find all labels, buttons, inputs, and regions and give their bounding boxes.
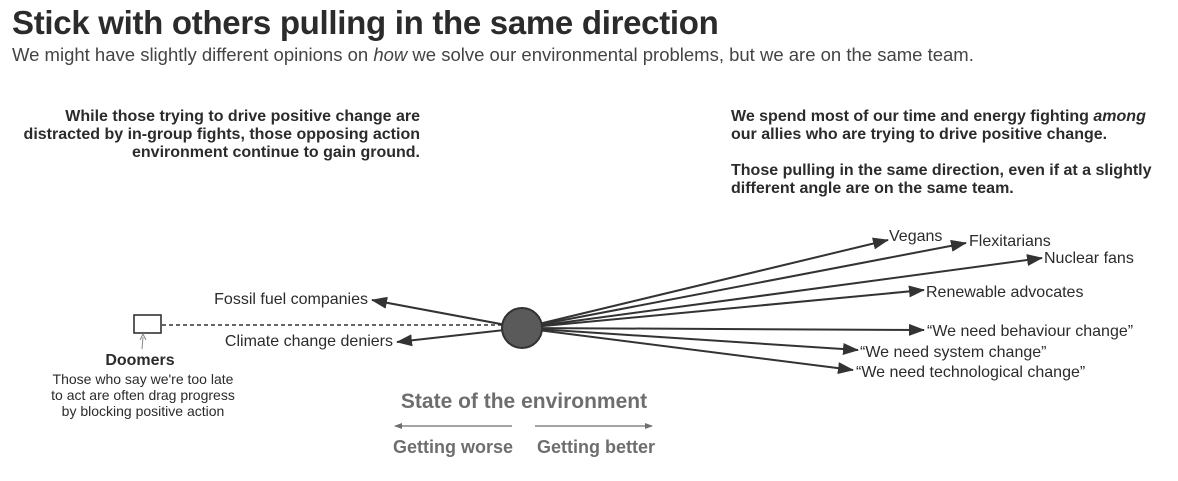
arrow-fossil-fuel-companies xyxy=(371,296,523,329)
axis-label-worse: Getting worse xyxy=(393,437,513,457)
right-annotation-paragraph-1: We spend most of our time and energy fig… xyxy=(731,108,1171,144)
doomers-title: Doomers xyxy=(105,352,174,369)
arrow-flexitarians xyxy=(521,239,967,329)
arrow-technological-change xyxy=(521,327,854,375)
label-climate-change-deniers: Climate change deniers xyxy=(225,333,393,350)
doomers-pointer xyxy=(141,336,144,350)
doomers-description-line-3: by blocking positive action xyxy=(62,403,225,419)
arrow-renewable-advocates xyxy=(521,285,925,329)
label-flexitarians: Flexitarians xyxy=(969,233,1051,250)
right-p1-emphasis: among xyxy=(1093,108,1146,125)
doomers-pointer-head xyxy=(139,332,147,341)
doomers-box xyxy=(133,314,162,334)
axis-label-better: Getting better xyxy=(537,437,655,457)
label-behaviour-change: “We need behaviour change” xyxy=(927,323,1133,340)
doomers-description-line-2: to act are often drag progress xyxy=(51,387,235,403)
axis-title: State of the environment xyxy=(401,390,647,413)
label-fossil-fuel-companies: Fossil fuel companies xyxy=(214,291,368,308)
label-nuclear-fans: Nuclear fans xyxy=(1044,250,1134,267)
subtitle-emphasis: how xyxy=(373,44,408,65)
right-annotation-paragraph-2: Those pulling in the same direction, eve… xyxy=(731,162,1152,197)
page-subtitle: We might have slightly different opinion… xyxy=(12,44,974,66)
label-system-change: “We need system change” xyxy=(860,344,1046,361)
subtitle-end: we solve our environmental problems, but… xyxy=(407,44,974,65)
arrow-nuclear-fans xyxy=(521,254,1043,329)
subtitle-start: We might have slightly different opinion… xyxy=(12,44,374,65)
page-title: Stick with others pulling in the same di… xyxy=(12,4,719,41)
left-annotation: While those trying to drive positive cha… xyxy=(23,108,420,161)
right-p1-start: We spend most of our time and energy fig… xyxy=(731,108,1094,125)
doomers-description-line-1: Those who say we're too late xyxy=(53,371,234,387)
arrow-behaviour-change xyxy=(521,323,925,336)
label-renewable-advocates: Renewable advocates xyxy=(926,284,1083,301)
center-node xyxy=(501,307,543,349)
arrow-vegans xyxy=(521,237,889,329)
label-vegans: Vegans xyxy=(889,228,942,245)
right-p1-end: our allies who are trying to drive posit… xyxy=(731,126,1108,143)
right-annotation: We spend most of our time and energy fig… xyxy=(731,108,1171,216)
arrow-system-change xyxy=(521,327,859,356)
label-technological-change: “We need technological change” xyxy=(856,364,1085,381)
